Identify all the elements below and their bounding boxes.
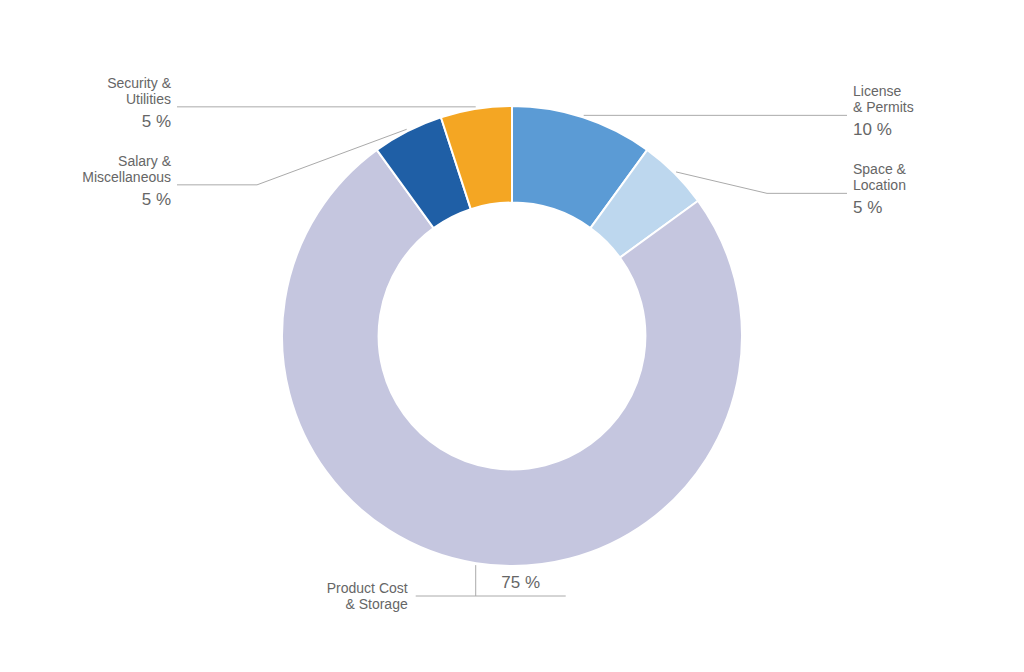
data-label: 75 %	[501, 573, 540, 592]
data-label: 5 %	[853, 198, 882, 217]
leader-line	[177, 129, 407, 185]
label-group: License& Permits 10 %	[584, 83, 914, 139]
slice-label-line: Product Cost	[327, 580, 408, 596]
slice-label-line: Space &	[853, 161, 907, 177]
data-label: 10 %	[853, 120, 892, 139]
slice-label-line: Location	[853, 177, 906, 193]
slice	[441, 106, 512, 209]
slice-label: Space &Location	[853, 161, 907, 193]
label-group: Space &Location 5 %	[676, 161, 907, 217]
leader-line	[584, 115, 847, 116]
slice-label: Security &Utilities	[107, 75, 171, 107]
slice	[282, 150, 742, 566]
chart: License& Permits 10 % Space &Location 5 % Pr…	[0, 0, 1024, 672]
slice-label: License& Permits	[853, 83, 914, 115]
slice-label: Salary &Miscellaneous	[82, 153, 171, 185]
slice-label-line: Salary &	[118, 153, 172, 169]
slice-label-line: Miscellaneous	[82, 169, 171, 185]
data-label: 5 %	[142, 190, 171, 209]
slice-label-line: Security &	[107, 75, 171, 91]
label-group: Salary &Miscellaneous 5 %	[82, 129, 406, 209]
slice-label: Product Cost& Storage	[327, 580, 408, 612]
slice-label-line: Utilities	[126, 91, 171, 107]
slice-label-line: License	[853, 83, 901, 99]
label-group: Product Cost& Storage 75 %	[327, 565, 566, 612]
slices	[282, 106, 742, 566]
leader-line	[676, 172, 847, 193]
leader-line	[416, 565, 566, 596]
labels: License& Permits 10 % Space &Location 5 % Pr…	[82, 75, 913, 612]
slice-label-line: & Storage	[345, 596, 407, 612]
label-group: Security &Utilities 5 %	[107, 75, 476, 131]
data-label: 5 %	[142, 112, 171, 131]
slice-label-line: & Permits	[853, 99, 914, 115]
leader-line	[177, 106, 476, 107]
